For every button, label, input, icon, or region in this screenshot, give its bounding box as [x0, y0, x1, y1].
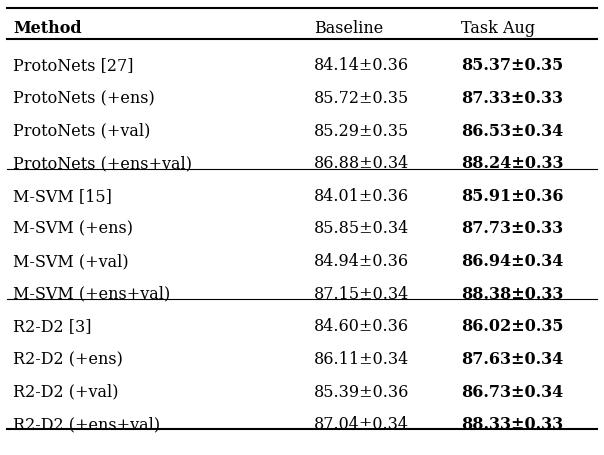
- Text: M-SVM (+val): M-SVM (+val): [13, 253, 129, 269]
- Text: 86.88±0.34: 86.88±0.34: [314, 155, 410, 172]
- Text: M-SVM (+ens): M-SVM (+ens): [13, 220, 133, 237]
- Text: 87.33±0.33: 87.33±0.33: [461, 90, 564, 106]
- Text: 88.38±0.33: 88.38±0.33: [461, 285, 564, 302]
- Text: 88.33±0.33: 88.33±0.33: [461, 415, 564, 432]
- Text: ProtoNets [27]: ProtoNets [27]: [13, 57, 134, 74]
- Text: ProtoNets (+val): ProtoNets (+val): [13, 122, 151, 139]
- Text: ProtoNets (+ens+val): ProtoNets (+ens+val): [13, 155, 193, 172]
- Text: 85.91±0.36: 85.91±0.36: [461, 187, 564, 204]
- Text: 86.53±0.34: 86.53±0.34: [461, 122, 564, 139]
- Text: 87.63±0.34: 87.63±0.34: [461, 350, 564, 367]
- Text: 87.15±0.34: 87.15±0.34: [314, 285, 410, 302]
- Text: Task Aug: Task Aug: [461, 20, 536, 37]
- Text: 86.02±0.35: 86.02±0.35: [461, 318, 564, 334]
- Text: R2-D2 (+ens+val): R2-D2 (+ens+val): [13, 415, 161, 432]
- Text: 85.37±0.35: 85.37±0.35: [461, 57, 564, 74]
- Text: Baseline: Baseline: [314, 20, 384, 37]
- Text: 84.60±0.36: 84.60±0.36: [314, 318, 409, 334]
- Text: R2-D2 (+val): R2-D2 (+val): [13, 383, 119, 399]
- Text: 86.73±0.34: 86.73±0.34: [461, 383, 564, 399]
- Text: ProtoNets (+ens): ProtoNets (+ens): [13, 90, 155, 106]
- Text: 85.72±0.35: 85.72±0.35: [314, 90, 410, 106]
- Text: M-SVM [15]: M-SVM [15]: [13, 187, 112, 204]
- Text: Method: Method: [13, 20, 82, 37]
- Text: 84.14±0.36: 84.14±0.36: [314, 57, 409, 74]
- Text: 84.94±0.36: 84.94±0.36: [314, 253, 409, 269]
- Text: 87.73±0.33: 87.73±0.33: [461, 220, 564, 237]
- Text: 85.85±0.34: 85.85±0.34: [314, 220, 410, 237]
- Text: R2-D2 [3]: R2-D2 [3]: [13, 318, 92, 334]
- Text: 84.01±0.36: 84.01±0.36: [314, 187, 409, 204]
- Text: 86.94±0.34: 86.94±0.34: [461, 253, 564, 269]
- Text: 88.24±0.33: 88.24±0.33: [461, 155, 564, 172]
- Text: 86.11±0.34: 86.11±0.34: [314, 350, 410, 367]
- Text: 85.29±0.35: 85.29±0.35: [314, 122, 410, 139]
- Text: M-SVM (+ens+val): M-SVM (+ens+val): [13, 285, 171, 302]
- Text: 87.04±0.34: 87.04±0.34: [314, 415, 409, 432]
- Text: 85.39±0.36: 85.39±0.36: [314, 383, 410, 399]
- Text: R2-D2 (+ens): R2-D2 (+ens): [13, 350, 123, 367]
